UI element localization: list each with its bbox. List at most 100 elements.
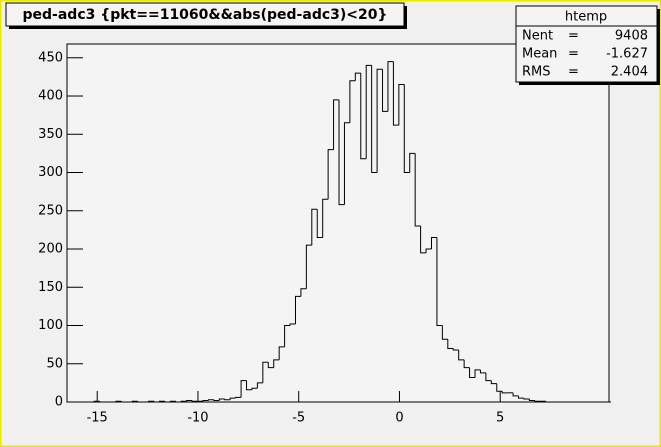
- histogram-bin: [338, 99, 345, 206]
- histogram-bin: [382, 69, 388, 112]
- stats-value: -1.627: [606, 47, 648, 62]
- histogram-bin: [120, 401, 127, 403]
- histogram-bin: [115, 400, 122, 402]
- histogram-bin: [420, 226, 427, 254]
- histogram-bin: [469, 367, 476, 379]
- histogram-bin: [441, 325, 448, 340]
- y-tick-label: 50: [46, 356, 63, 371]
- y-tick-label: 300: [38, 165, 63, 180]
- histogram-bin: [213, 399, 220, 401]
- histogram-bin: [240, 380, 247, 398]
- histogram-bin: [463, 359, 470, 369]
- histogram-bin: [409, 152, 416, 173]
- histogram-bin: [148, 400, 155, 402]
- histogram-bin: [360, 73, 367, 160]
- histogram-bin: [365, 64, 372, 159]
- x-tick-label: 0: [395, 411, 403, 426]
- y-tick-label: 400: [38, 89, 63, 104]
- histogram-bin: [496, 383, 503, 392]
- histogram-bin: [99, 401, 106, 403]
- histogram-bin: [229, 397, 236, 400]
- histogram-bin: [501, 391, 508, 394]
- histogram-bin: [398, 84, 405, 126]
- histogram-bin: [311, 208, 318, 246]
- histogram-bin: [452, 348, 459, 351]
- histogram-bin: [218, 398, 225, 401]
- stats-eq: =: [568, 65, 579, 80]
- histogram-bin: [294, 295, 301, 324]
- histogram-bin: [180, 400, 187, 402]
- histogram-bin: [545, 401, 552, 403]
- histogram-bin: [316, 209, 323, 239]
- histogram-bin: [534, 400, 541, 402]
- frame: [66, 43, 610, 403]
- stats-box: [515, 5, 658, 83]
- stats-label: Nent: [522, 29, 553, 44]
- y-tick-label: 250: [38, 203, 63, 218]
- histogram-bin: [349, 80, 356, 123]
- histogram-bin: [256, 382, 263, 389]
- histogram-bin: [186, 399, 193, 402]
- histogram-bin: [169, 400, 176, 402]
- histogram-bin: [333, 99, 340, 150]
- histogram-bin: [376, 68, 383, 173]
- histogram-bin: [93, 400, 100, 402]
- histogram-bin: [403, 84, 410, 174]
- y-tick-label: 100: [38, 318, 63, 333]
- stats-eq: =: [568, 47, 579, 62]
- histogram-bin: [300, 288, 307, 297]
- histogram-bin: [387, 61, 394, 112]
- histogram-bin: [305, 244, 312, 289]
- x-tick-label: 5: [496, 411, 504, 426]
- histogram-bin: [267, 362, 274, 369]
- histogram-bin: [235, 396, 242, 399]
- x-tick-label: -15: [87, 411, 108, 426]
- histogram-bin: [202, 399, 209, 402]
- histogram-bin: [479, 369, 486, 374]
- stats-eq: =: [568, 29, 579, 44]
- histogram-bin: [137, 401, 144, 403]
- histogram-bin: [485, 372, 492, 382]
- histogram-bin: [278, 346, 285, 360]
- histogram-bin: [158, 400, 165, 402]
- histogram-bin: [354, 72, 361, 81]
- histogram-bin: [131, 400, 138, 402]
- stats-name: htemp: [565, 10, 607, 25]
- histogram-bin: [284, 325, 291, 347]
- histogram-bin: [414, 153, 421, 227]
- histogram-bin: [251, 387, 258, 390]
- stats-label: Mean: [522, 47, 557, 62]
- histogram-bin: [512, 392, 519, 397]
- histogram-bin: [246, 380, 252, 391]
- title-box: [5, 2, 405, 27]
- y-tick-label: 150: [38, 280, 63, 295]
- histogram-bin: [322, 198, 329, 238]
- stats-value: 2.404: [611, 65, 648, 80]
- histogram-bin: [175, 401, 182, 403]
- histogram-bin: [262, 361, 269, 383]
- histogram-bin: [490, 380, 497, 385]
- histogram-bin: [289, 323, 296, 326]
- histogram-bin: [273, 359, 280, 368]
- histogram-bin: [164, 401, 171, 403]
- stats-label: RMS: [522, 65, 551, 80]
- histogram-bin: [327, 149, 334, 200]
- histogram-bin: [425, 248, 432, 253]
- x-tick-label: -5: [292, 411, 305, 426]
- histogram-bin: [458, 349, 465, 361]
- stats-value: 9408: [615, 29, 648, 44]
- histogram-bin: [436, 237, 443, 327]
- y-tick-label: 450: [38, 50, 63, 65]
- histogram-bin: [191, 400, 198, 402]
- histogram-bin: [207, 399, 214, 401]
- histogram-bin: [523, 398, 530, 400]
- histogram-bin: [518, 395, 524, 399]
- histogram-bin: [430, 237, 437, 250]
- y-tick-label: 200: [38, 242, 63, 257]
- chart-title: ped-adc3 {pkt==11060&&abs(ped-adc3)<20}: [23, 7, 388, 23]
- y-tick-label: 0: [55, 395, 63, 410]
- x-tick-label: -10: [187, 411, 208, 426]
- histogram-bin: [474, 369, 481, 378]
- histogram-bin: [343, 122, 350, 205]
- histogram-bin: [392, 61, 399, 126]
